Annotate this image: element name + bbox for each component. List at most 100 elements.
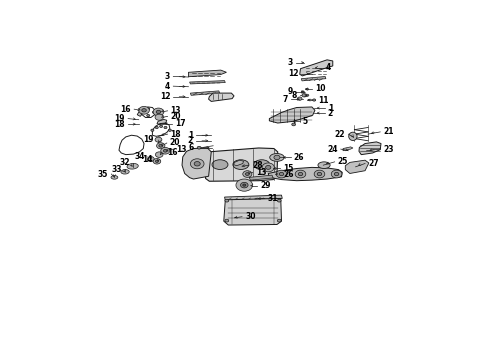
Circle shape: [157, 143, 165, 149]
Circle shape: [297, 97, 302, 100]
Circle shape: [155, 114, 163, 120]
Text: 2: 2: [188, 136, 193, 145]
Circle shape: [147, 114, 150, 117]
Circle shape: [302, 94, 307, 97]
Circle shape: [155, 160, 158, 162]
Circle shape: [190, 159, 204, 169]
Circle shape: [155, 137, 162, 142]
Text: 14: 14: [142, 155, 152, 164]
Circle shape: [266, 166, 271, 169]
Text: 1: 1: [328, 104, 333, 113]
Circle shape: [155, 152, 163, 157]
Text: 13: 13: [176, 145, 187, 154]
Text: 2: 2: [328, 109, 333, 118]
Text: 17: 17: [175, 119, 186, 128]
Circle shape: [301, 91, 304, 93]
Circle shape: [236, 179, 253, 191]
Circle shape: [243, 184, 246, 186]
Ellipse shape: [349, 132, 357, 140]
Text: 26: 26: [294, 153, 304, 162]
Ellipse shape: [318, 162, 330, 168]
Polygon shape: [224, 195, 282, 201]
Text: 19: 19: [144, 135, 154, 144]
Polygon shape: [249, 175, 273, 180]
Text: 31: 31: [268, 194, 278, 203]
Circle shape: [160, 125, 163, 127]
Text: 5: 5: [303, 117, 308, 126]
Text: 15: 15: [283, 164, 294, 173]
Text: 22: 22: [335, 130, 345, 139]
Circle shape: [169, 129, 171, 131]
Polygon shape: [268, 167, 342, 181]
Text: 16: 16: [121, 105, 131, 114]
Polygon shape: [137, 108, 145, 116]
Circle shape: [241, 183, 248, 188]
Circle shape: [292, 123, 295, 126]
Circle shape: [152, 111, 155, 113]
Circle shape: [141, 111, 144, 113]
Circle shape: [156, 110, 161, 114]
Polygon shape: [270, 107, 315, 123]
Ellipse shape: [254, 160, 270, 170]
Text: 3: 3: [165, 72, 170, 81]
Circle shape: [161, 148, 170, 154]
Polygon shape: [190, 81, 225, 84]
Circle shape: [279, 172, 284, 176]
Circle shape: [245, 173, 249, 175]
Polygon shape: [343, 147, 353, 151]
Circle shape: [139, 107, 149, 114]
Circle shape: [225, 219, 229, 222]
Text: 12: 12: [160, 92, 170, 101]
Text: 13: 13: [256, 168, 266, 177]
Text: 34: 34: [134, 152, 145, 161]
Text: 28: 28: [252, 161, 263, 170]
Text: 1: 1: [188, 131, 193, 140]
Circle shape: [194, 162, 200, 166]
Polygon shape: [359, 142, 381, 155]
Ellipse shape: [270, 153, 284, 161]
Circle shape: [334, 172, 339, 176]
Circle shape: [276, 170, 287, 178]
Polygon shape: [157, 120, 167, 125]
Text: 21: 21: [383, 127, 394, 136]
Circle shape: [314, 170, 325, 178]
Polygon shape: [209, 93, 234, 102]
Circle shape: [147, 157, 154, 162]
Circle shape: [262, 163, 274, 172]
Polygon shape: [190, 91, 220, 95]
Polygon shape: [224, 198, 281, 225]
Circle shape: [159, 144, 163, 147]
Text: 18: 18: [171, 130, 181, 139]
Text: 4: 4: [325, 63, 331, 72]
Polygon shape: [189, 70, 226, 77]
Circle shape: [274, 155, 280, 159]
Text: 13: 13: [171, 106, 181, 115]
Circle shape: [313, 99, 316, 101]
Circle shape: [153, 108, 164, 116]
Text: 26: 26: [283, 170, 294, 179]
Text: 9: 9: [288, 87, 293, 96]
Polygon shape: [300, 60, 333, 76]
Text: 10: 10: [315, 85, 325, 94]
Circle shape: [163, 149, 167, 152]
Text: 3: 3: [288, 58, 293, 67]
Polygon shape: [182, 148, 211, 179]
Circle shape: [298, 172, 303, 176]
Text: 18: 18: [115, 120, 125, 129]
Text: 25: 25: [338, 157, 348, 166]
Text: 4: 4: [165, 82, 170, 91]
Circle shape: [142, 109, 147, 112]
Circle shape: [151, 129, 154, 131]
Circle shape: [331, 170, 342, 178]
Ellipse shape: [304, 94, 309, 96]
Circle shape: [153, 158, 161, 164]
Ellipse shape: [233, 160, 249, 170]
Text: 24: 24: [327, 145, 338, 154]
Circle shape: [317, 172, 322, 176]
Circle shape: [277, 199, 281, 202]
Circle shape: [147, 108, 150, 110]
Circle shape: [155, 126, 158, 129]
Text: 6: 6: [189, 143, 194, 152]
Circle shape: [243, 171, 252, 177]
Text: 33: 33: [112, 165, 122, 174]
